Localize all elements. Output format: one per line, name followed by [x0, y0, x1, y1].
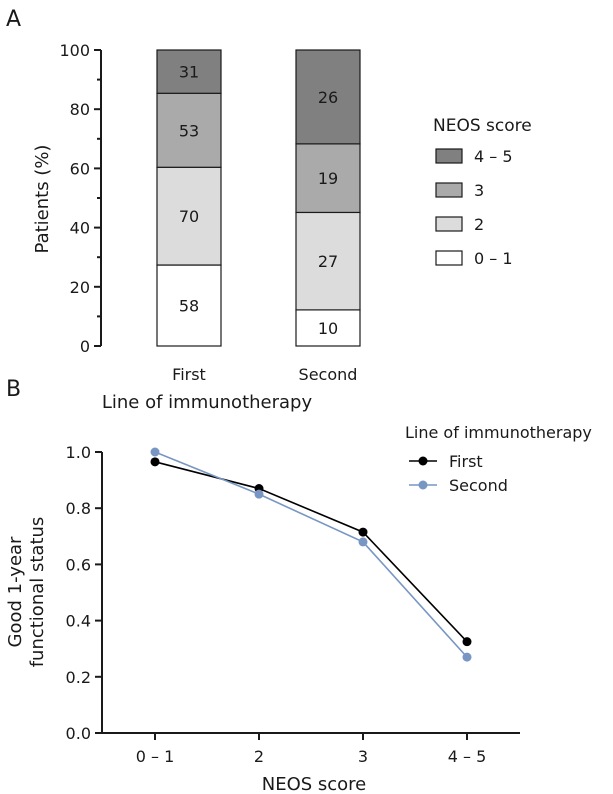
- panel-b-point-first: [358, 527, 368, 537]
- panel-a-bar-value-label: 31: [179, 63, 199, 82]
- panel-a-y-tick-label: 60: [70, 159, 90, 178]
- panel-b-y-tick-label: 0.0: [66, 724, 91, 743]
- panel-b-chart: 0.0 0.2 0.4 0.6 0.8 1.0 0 – 1 2 3 4 – 5: [66, 443, 520, 766]
- panel-b-point-second: [254, 489, 264, 499]
- panel-a-bar-segment: [295, 211, 361, 311]
- panel-b-y-tick-label: 1.0: [66, 443, 91, 462]
- panel-a-legend-title: NEOS score: [433, 116, 532, 136]
- panel-a-ylabel: Patients (%): [32, 145, 53, 254]
- panel-b-point-first: [462, 637, 472, 647]
- panel-b-legend: First Second: [409, 452, 508, 495]
- panel-b-y-tick-label: 0.6: [66, 555, 91, 574]
- panel-a-legend-swatch: [435, 250, 463, 266]
- panel-b-legend-marker: [418, 480, 428, 490]
- panel-a-legend-label: 3: [474, 181, 484, 200]
- panel-a-bar-value-label: 10: [318, 319, 338, 338]
- panel-a-legend-label: 0 – 1: [474, 249, 513, 268]
- panel-a-bar-value-label: 70: [179, 207, 199, 226]
- panel-b-point-second: [150, 447, 160, 457]
- panel-a-bar-segment: [295, 143, 361, 214]
- panel-a-y-tick-label: 100: [59, 41, 90, 60]
- panel-b-ylabel-line2: functional status: [27, 517, 48, 668]
- panel-a-bar-segment: [295, 49, 361, 145]
- panel-a-legend-swatch: [435, 148, 463, 164]
- panel-b-legend-marker: [418, 456, 428, 466]
- panel-b-label: B: [6, 377, 21, 402]
- panel-b-x-tick-label: 2: [254, 747, 264, 766]
- panel-a-bar-value-label: 53: [179, 121, 199, 140]
- panel-a-legend: 4 – 5 3 2 0 – 1: [435, 147, 513, 268]
- panel-a-legend-swatch: [435, 182, 463, 198]
- panel-b-ylabel-line1: Good 1-year: [5, 536, 26, 648]
- panel-a-bar-value-label: 58: [179, 297, 199, 316]
- panel-a-bar-value-label: 19: [318, 169, 338, 188]
- panel-b-legend-label: First: [449, 452, 483, 471]
- panel-b-point-first: [150, 457, 160, 467]
- panel-a-y-tick-label: 80: [70, 100, 90, 119]
- panel-b-legend-label: Second: [449, 476, 508, 495]
- panel-a-category-label: Second: [299, 365, 358, 384]
- panel-b-x-tick-label: 4 – 5: [448, 747, 487, 766]
- panel-b-xlabel: NEOS score: [262, 774, 367, 794]
- panel-b-x-tick-label: 3: [358, 747, 368, 766]
- panel-b-y-tick-label: 0.4: [66, 612, 91, 631]
- panel-a-bar-value-label: 27: [318, 252, 338, 271]
- panel-b-point-second: [358, 537, 368, 547]
- panel-b-y-tick-label: 0.8: [66, 499, 91, 518]
- panel-b-series-line-first: [154, 461, 468, 643]
- panel-a-category-label: First: [172, 365, 206, 384]
- panel-a-bar-segment: [156, 264, 222, 347]
- panel-a-bar-segment: [295, 309, 361, 347]
- panel-b-x-tick-label: 0 – 1: [136, 747, 175, 766]
- panel-a-y-tick-label: 20: [70, 278, 90, 297]
- panel-a-bar-segment: [156, 49, 222, 94]
- panel-b-legend-title: Line of immunotherapy: [405, 423, 592, 442]
- panel-a-legend-label: 2: [474, 215, 484, 234]
- panel-b-point-second: [462, 652, 472, 662]
- panel-b-series-line-second: [154, 451, 468, 658]
- panel-a-chart: 0 20 40 60 80 100 58 70 53 31 First 10 27 19 26 Second: [59, 41, 361, 384]
- panel-b-y-tick-label: 0.2: [66, 668, 91, 687]
- panel-a-label: A: [6, 7, 21, 32]
- panel-a-bar-value-label: 26: [318, 88, 338, 107]
- panel-a-legend-label: 4 – 5: [474, 147, 513, 166]
- panel-a-legend-swatch: [435, 216, 463, 232]
- panel-a-y-tick-label: 40: [70, 219, 90, 238]
- panel-a-y-tick-label: 0: [80, 337, 90, 356]
- panel-a-xlabel: Line of immunotherapy: [102, 392, 313, 413]
